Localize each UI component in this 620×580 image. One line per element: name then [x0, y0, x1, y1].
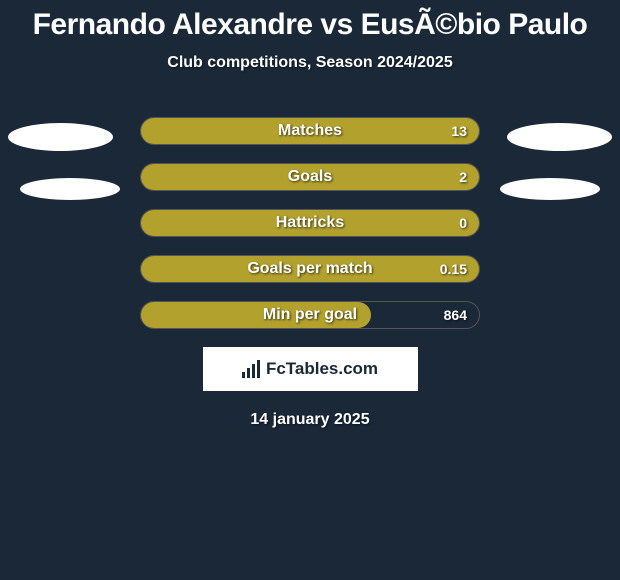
subtitle: Club competitions, Season 2024/2025 [0, 54, 620, 72]
stat-bar: Goals per match0.15 [140, 255, 480, 283]
stat-bar: Goals2 [140, 163, 480, 191]
stat-bar-label: Min per goal [141, 306, 479, 324]
stat-bar-value: 2 [459, 169, 467, 185]
stat-bar: Hattricks0 [140, 209, 480, 237]
stat-bar-value: 0.15 [440, 261, 467, 277]
stat-bar-value: 13 [451, 123, 467, 139]
logo-text: FcTables.com [266, 359, 378, 379]
stat-bar: Min per goal864 [140, 301, 480, 329]
logo: FcTables.com [203, 347, 418, 391]
date-text: 14 january 2025 [0, 411, 620, 429]
stat-bar-label: Goals [141, 168, 479, 186]
stats-bars: Matches13 Goals2 Hattricks0 Goals per match… [0, 117, 620, 329]
stat-bar-label: Hattricks [141, 214, 479, 232]
stat-bar-label: Matches [141, 122, 479, 140]
stat-bar-label: Goals per match [141, 260, 479, 278]
logo-chart-icon [242, 360, 260, 378]
stat-bar-value: 0 [459, 215, 467, 231]
page-title: Fernando Alexandre vs EusÃ©bio Paulo [0, 0, 620, 42]
stat-bar: Matches13 [140, 117, 480, 145]
stat-bar-value: 864 [444, 307, 467, 323]
